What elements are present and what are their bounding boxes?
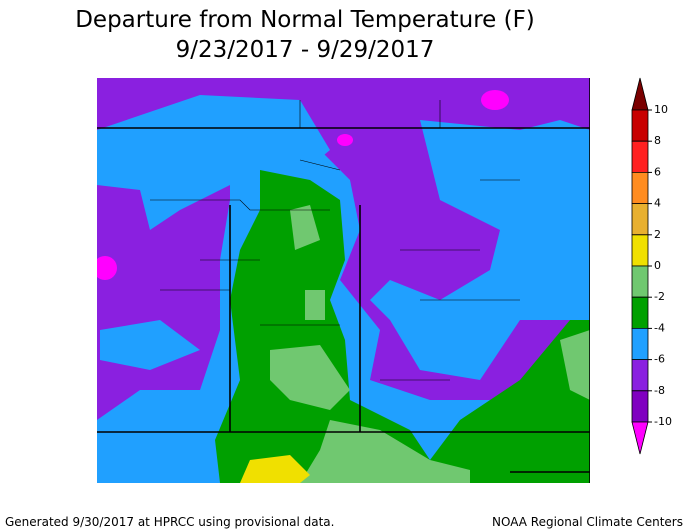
tick-label: -4 [654, 321, 665, 334]
color-band [631, 265, 649, 298]
color-band [631, 77, 649, 111]
tick-label: 4 [654, 197, 661, 210]
tick-label: -8 [654, 384, 665, 397]
color-band [631, 390, 649, 423]
footer-right: NOAA Regional Climate Centers [492, 515, 683, 529]
color-band [631, 359, 649, 392]
map-title: Departure from Normal Temperature (F) [75, 7, 535, 33]
tick-label: -10 [654, 415, 672, 428]
tick-label: 10 [654, 103, 668, 116]
color-bar: 10 8 6 4 2 0 -2 -4 -6 -8 -10 [631, 77, 672, 455]
tick-label: 6 [654, 165, 661, 178]
color-band [631, 296, 649, 329]
color-band [631, 203, 649, 236]
tick-label: 2 [654, 228, 661, 241]
map-subtitle: 9/23/2017 - 9/29/2017 [176, 37, 435, 63]
color-band [631, 328, 649, 360]
tick-label: -6 [654, 353, 665, 366]
footer-left: Generated 9/30/2017 at HPRCC using provi… [5, 515, 334, 529]
color-band [631, 140, 649, 173]
color-band [631, 234, 649, 267]
color-band [631, 172, 649, 204]
tick-label: 0 [654, 259, 661, 272]
tick-label: -2 [654, 290, 665, 303]
tick-label: 8 [654, 134, 661, 147]
map [97, 78, 590, 483]
color-band [631, 421, 649, 455]
color-band [631, 109, 649, 142]
